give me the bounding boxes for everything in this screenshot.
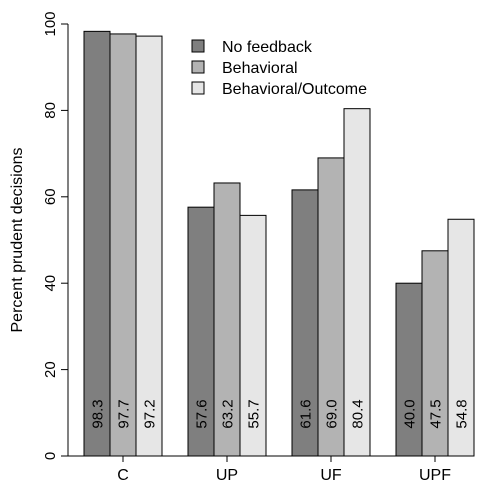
- y-tick-label: 60: [42, 188, 59, 205]
- y-tick-label: 100: [42, 11, 59, 36]
- bar-value-label: 97.7: [116, 399, 133, 428]
- bar-uf-1: [317, 157, 345, 457]
- bar-value-label: 97.2: [142, 399, 159, 428]
- bars-group: 98.3 97.7 97.2 57.6 63.2 55.7 61.6 69.0 80.4 40.0…: [83, 30, 475, 457]
- bar-value-label: 69.0: [324, 399, 341, 428]
- y-tick-label: 40: [42, 275, 59, 292]
- y-axis-label: Percent prudent decisions: [9, 148, 26, 333]
- x-tick-label: UF: [320, 467, 342, 484]
- y-tick-label: 20: [42, 361, 59, 378]
- bar-value-label: 40.0: [402, 399, 419, 428]
- bar-value-label: 80.4: [350, 399, 367, 428]
- x-axis: C UP UF UPF: [62, 455, 470, 484]
- bar-up-2: [239, 214, 267, 457]
- bar-value-label: 54.8: [454, 399, 471, 428]
- bar-value-label: 57.6: [194, 399, 211, 428]
- y-tick-label: 80: [42, 102, 59, 119]
- x-tick-label: UPF: [419, 467, 451, 484]
- bar-uf-0: [291, 189, 319, 457]
- bar-value-label: 63.2: [220, 399, 237, 428]
- y-axis: 0 20 40 60 80 100: [42, 11, 69, 460]
- x-tick-label: UP: [216, 467, 238, 484]
- bar-value-label: 55.7: [246, 399, 263, 428]
- legend-label: Behavioral: [222, 60, 298, 77]
- bar-up-1: [213, 182, 241, 457]
- legend-swatch: [191, 60, 205, 74]
- bar-value-label: 98.3: [90, 399, 107, 428]
- legend-label: Behavioral/Outcome: [222, 81, 367, 98]
- legend-label: No feedback: [222, 39, 313, 56]
- x-tick-label: C: [117, 467, 129, 484]
- legend-swatch: [191, 39, 205, 53]
- bar-upf-0: [395, 282, 423, 457]
- y-tick-label: 0: [42, 452, 59, 460]
- bar-c-0: [83, 30, 111, 457]
- legend: No feedback Behavioral Behavioral/Outcome: [191, 39, 367, 98]
- legend-swatch: [191, 81, 205, 95]
- bar-value-label: 47.5: [428, 399, 445, 428]
- bar-c-2: [135, 35, 163, 457]
- bar-value-label: 61.6: [298, 399, 315, 428]
- bar-c-1: [109, 33, 137, 457]
